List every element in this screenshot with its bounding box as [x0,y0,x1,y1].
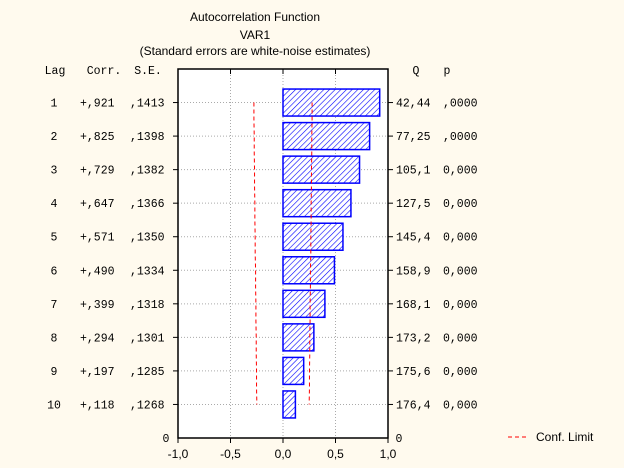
se-label: ,1334 [130,265,165,278]
y-bottom-label-right: 0 [396,433,403,446]
p-label: 0,000 [443,332,478,345]
q-label: 127,5 [396,198,431,211]
x-tick-label: -1,0 [168,447,189,461]
acf-bar [282,155,361,184]
se-label: ,1350 [130,232,165,245]
corr-label: +,571 [80,232,115,245]
p-label: ,0000 [443,98,478,111]
corr-label: +,825 [80,131,115,144]
q-label: 175,6 [396,366,431,379]
se-label: ,1318 [130,299,165,312]
legend-conf-limit-label: Conf. Limit [536,430,594,444]
p-label: 0,000 [443,198,478,211]
corr-label: +,399 [80,299,115,312]
p-label: ,0000 [443,131,478,144]
chart-title: Autocorrelation Function [189,10,321,24]
x-tick-label: 0,5 [327,447,344,461]
corr-label: +,294 [80,332,115,345]
lag-label: 2 [51,131,58,144]
chart-note: (Standard errors are white-noise estimat… [139,44,371,58]
header-q: Q [413,65,420,78]
se-label: ,1301 [130,332,165,345]
se-label: ,1366 [130,198,165,211]
conf-limit-lower [253,102,258,405]
q-label: 105,1 [396,165,431,178]
q-label: 158,9 [396,265,431,278]
x-tick-label: -0,5 [220,447,241,461]
lag-label: 10 [47,399,61,412]
acf-bar [282,121,371,151]
p-label: 0,000 [443,366,478,379]
p-label: 0,000 [443,399,478,412]
corr-label: +,647 [80,198,115,211]
acf-bar [282,356,305,386]
q-label: 176,4 [396,399,431,412]
y-bottom-label-left: 0 [163,433,170,446]
corr-label: +,118 [80,399,115,412]
lag-label: 1 [51,98,58,111]
corr-label: +,197 [80,366,115,379]
se-label: ,1413 [130,98,165,111]
lag-label: 7 [51,299,58,312]
x-tick-label: 0,0 [275,447,292,461]
x-tick-label: 1,0 [380,447,397,461]
lag-label: 3 [51,165,58,178]
se-label: ,1398 [130,131,165,144]
acf-bar [282,256,336,285]
lag-label: 5 [51,232,58,245]
corr-label: +,921 [80,98,115,111]
lag-label: 8 [51,332,58,345]
conf-limit-upper [308,102,313,405]
p-label: 0,000 [443,299,478,312]
se-label: ,1382 [130,165,165,178]
header-corr: Corr. [87,65,122,78]
lag-label: 4 [51,198,58,211]
acf-bar [282,323,315,352]
q-label: 42,44 [396,98,431,111]
header-lag: Lag [45,65,66,78]
q-label: 145,4 [396,232,431,245]
header-p: p [444,65,451,78]
p-label: 0,000 [443,165,478,178]
p-label: 0,000 [443,265,478,278]
lag-label: 6 [51,265,58,278]
plot-frame [177,68,389,439]
acf-bar [282,88,381,117]
q-label: 77,25 [396,131,431,144]
corr-label: +,490 [80,265,115,278]
q-label: 168,1 [396,299,431,312]
se-label: ,1268 [130,399,165,412]
acf-bar [282,222,344,251]
lag-label: 9 [51,366,58,379]
p-label: 0,000 [443,232,478,245]
acf-bar [282,289,326,319]
se-label: ,1285 [130,366,165,379]
acf-bar [282,390,297,419]
acf-bar [282,188,352,218]
chart-subtitle: VAR1 [239,28,271,42]
q-label: 173,2 [396,332,431,345]
header-se: S.E. [134,65,162,78]
corr-label: +,729 [80,165,115,178]
